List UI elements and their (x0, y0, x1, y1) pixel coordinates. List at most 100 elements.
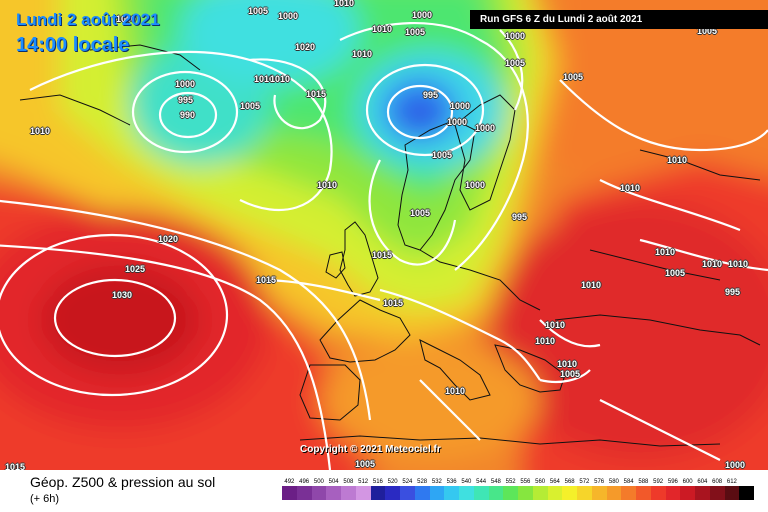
scale-label: 536 (446, 479, 457, 485)
scale-swatch: 600 (680, 478, 695, 502)
scale-swatch: 528 (414, 478, 430, 502)
scale-label: 584 (623, 479, 634, 485)
forecast-time: 14:00 locale (16, 34, 130, 56)
scale-swatch: 596 (665, 478, 681, 502)
isobar-label: 1010 (352, 49, 373, 59)
scale-swatch: 580 (606, 478, 622, 502)
scale-label: 540 (461, 479, 472, 485)
copyright-text: Copyright © 2021 Meteociel.fr (300, 444, 441, 455)
isobar-label: 1000 (475, 123, 496, 133)
scale-swatch: 544 (473, 478, 489, 502)
scale-color (414, 486, 430, 500)
scale-color (444, 486, 459, 500)
isobar-label: 1000 (175, 79, 196, 89)
isobar-label: 1000 (505, 31, 526, 41)
scale-swatch: 504 (326, 478, 341, 502)
scale-swatch: 496 (296, 478, 312, 502)
isobar-label: 1015 (306, 89, 327, 99)
scale-color (326, 486, 341, 500)
isobar-label: 1015 (256, 275, 277, 285)
isobar-label: 1030 (112, 290, 133, 300)
scale-swatch: 584 (621, 478, 636, 502)
scale-color (355, 486, 371, 500)
scale-swatch: 572 (577, 478, 592, 502)
scale-color (400, 486, 415, 500)
scale-swatch: 560 (532, 478, 548, 502)
scale-label: 500 (313, 479, 324, 485)
scale-color (650, 486, 666, 500)
scale-label: 508 (343, 479, 354, 485)
scale-color (503, 486, 518, 500)
isobar-label: 1010 (254, 74, 275, 84)
isobar-label: 1010 (372, 24, 393, 34)
scale-color (518, 486, 533, 500)
weather-map: 1005 1000 1010 1010 1000 1005 1005 1000 … (0, 0, 768, 470)
scale-label: 512 (358, 479, 369, 485)
scale-color (532, 486, 548, 500)
scale-color (282, 486, 297, 500)
isobar-label: 1005 (665, 268, 686, 278)
scale-label: 528 (417, 479, 428, 485)
scale-color (488, 486, 504, 500)
isobar-label: 995 (178, 95, 194, 105)
scale-label: 524 (402, 479, 413, 485)
scale-color (636, 486, 651, 500)
scale-color (562, 486, 577, 500)
scale-swatch: 524 (400, 478, 415, 502)
isobar-label: 1010 (270, 74, 291, 84)
scale-swatch: 536 (444, 478, 459, 502)
isobar-label: 1005 (405, 27, 426, 37)
scale-label: 552 (505, 479, 516, 485)
scale-label: 588 (638, 479, 649, 485)
scale-swatch: 520 (385, 478, 400, 502)
scale-color (739, 486, 754, 500)
isobar-label: 1005 (248, 6, 269, 16)
isobar-label: 1020 (158, 234, 179, 244)
scale-swatch: 568 (562, 478, 577, 502)
scale-swatch: 612 (724, 478, 740, 502)
geopotential-field (0, 0, 768, 470)
scale-label: 496 (299, 479, 310, 485)
scale-color (621, 486, 636, 500)
isobar-label: 1010 (317, 180, 338, 190)
scale-color (680, 486, 695, 500)
forecast-date: Lundi 2 août 2021 (16, 10, 160, 29)
isobar-label: 1025 (125, 264, 146, 274)
scale-color (311, 486, 327, 500)
scale-color (591, 486, 607, 500)
isobar-label: 1005 (505, 58, 526, 68)
scale-color (296, 486, 312, 500)
scale-label: 568 (564, 479, 575, 485)
scale-color (695, 486, 710, 500)
isobar-label: 990 (180, 110, 196, 120)
scale-color (724, 486, 740, 500)
isobar-label: 1010 (535, 336, 556, 346)
scale-label: 580 (608, 479, 619, 485)
legend-footer: Géop. Z500 & pression au sol (+ 6h) 492 4… (0, 470, 768, 512)
scale-swatch: 540 (459, 478, 474, 502)
scale-label: 548 (490, 479, 501, 485)
isobar-label: 1010 (702, 259, 723, 269)
isobar-label: 1010 (667, 155, 688, 165)
scale-label: 592 (653, 479, 664, 485)
scale-label: 600 (682, 479, 693, 485)
isobar-label: 1005 (563, 72, 584, 82)
isobar-label: 1010 (557, 359, 578, 369)
scale-color (341, 486, 356, 500)
scale-swatch: 512 (355, 478, 371, 502)
scale-label: 560 (535, 479, 546, 485)
isobar-label: 1005 (355, 459, 376, 469)
scale-swatch: 492 (282, 478, 297, 502)
isobar-label: 995 (725, 287, 741, 297)
isobar-label: 1005 (432, 150, 453, 160)
isobar-label: 1000 (278, 11, 299, 21)
scale-swatch: 552 (503, 478, 518, 502)
isobar-label: 1015 (372, 250, 393, 260)
scale-color (429, 486, 445, 500)
scale-label: 608 (712, 479, 723, 485)
run-info-text: Run GFS 6 Z du Lundi 2 août 2021 (480, 14, 643, 25)
scale-label: 520 (387, 479, 398, 485)
isobar-label: 1000 (450, 101, 471, 111)
scale-swatch: 564 (547, 478, 563, 502)
scale-swatch: 508 (341, 478, 356, 502)
